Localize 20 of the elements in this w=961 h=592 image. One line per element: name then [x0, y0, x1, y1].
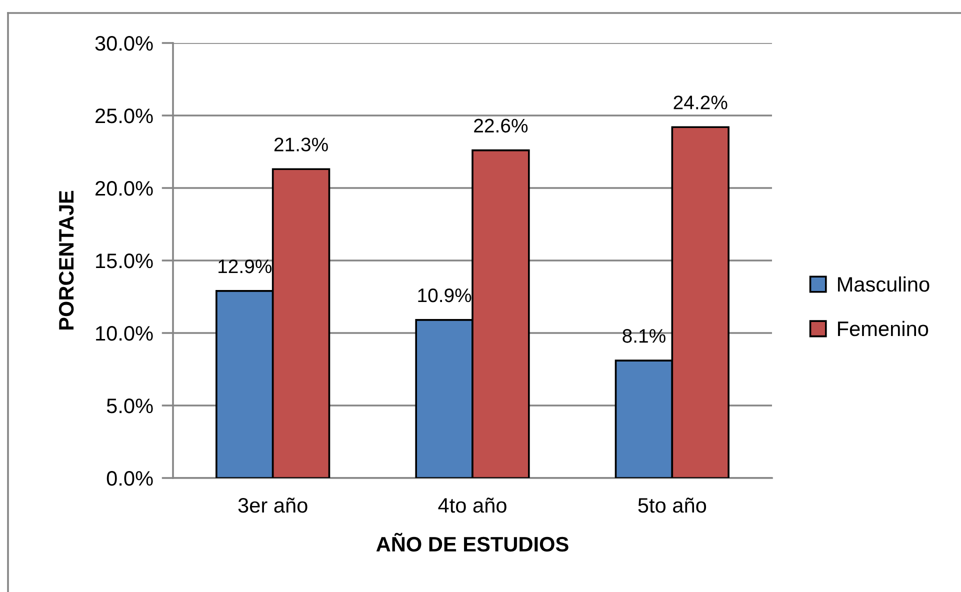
x-tick-label: 5to año [638, 498, 706, 513]
x-axis-title: AÑO DE ESTUDIOS [376, 532, 568, 552]
y-tick-label: 25.0% [96, 108, 153, 124]
y-tick-label: 20.0% [96, 181, 153, 196]
x-tick-label: 3er año [238, 498, 308, 513]
x-tick-label: 4to año [438, 498, 506, 513]
data-label: 10.9% [418, 288, 472, 302]
data-label: 21.3% [274, 138, 328, 152]
data-label: 8.1% [622, 329, 666, 343]
data-label: 24.2% [674, 96, 728, 110]
data-label: 22.6% [474, 118, 528, 133]
y-tick-label: 5.0% [106, 398, 153, 414]
y-axis-title: PORCENTAJE [58, 190, 74, 330]
legend-label: Femenino [838, 320, 928, 336]
y-tick-label: 30.0% [95, 36, 153, 51]
legend-label: Masculino [838, 276, 930, 292]
y-tick-label: 10.0% [96, 326, 153, 341]
data-label: 12.9% [218, 259, 272, 274]
y-tick-label: 15.0% [96, 254, 153, 268]
y-tick-label: 0.0% [106, 471, 153, 486]
